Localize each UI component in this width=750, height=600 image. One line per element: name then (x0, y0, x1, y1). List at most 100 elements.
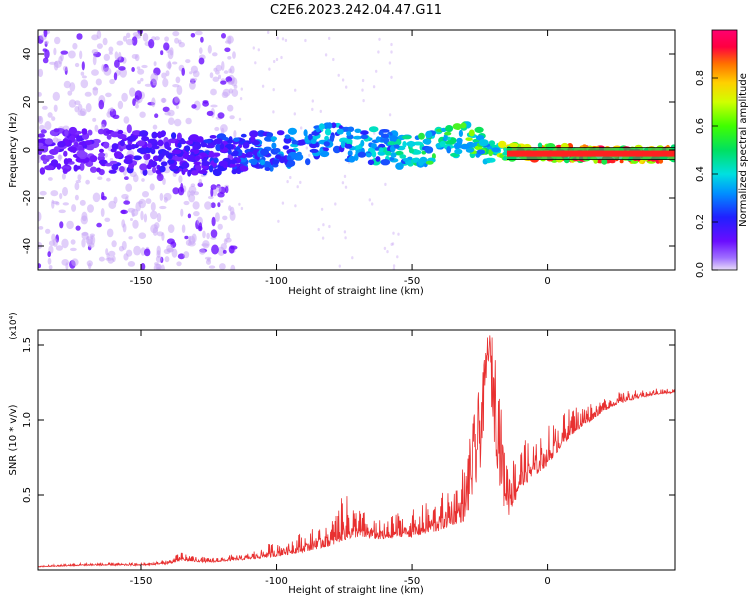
spectrogram-y-label: Frequency (Hz) (8, 112, 19, 188)
spectro-ridge-blob (96, 167, 101, 173)
spectro-noise-blob (150, 210, 158, 220)
spectro-noise-blob (178, 175, 183, 184)
spectro-noise-blob (102, 37, 108, 46)
spectro-noise-blob (55, 245, 64, 251)
snr-y-label: SNR (10 * v/v) (8, 404, 19, 475)
spectro-ridge-blob (166, 146, 172, 151)
spectro-noise-blob (154, 36, 160, 41)
spectro-ridge-blob (97, 128, 105, 135)
spectro-ridge-blob (119, 139, 125, 147)
spectro-noise-blob (176, 85, 183, 96)
spectro-noise-blob (338, 264, 341, 268)
spectro-noise-blob (62, 186, 68, 197)
spectro-noise-blob (294, 88, 297, 92)
spectro-noise-blob (141, 178, 145, 182)
spectro-ridge-blob (106, 134, 112, 140)
spectro-noise-blob (322, 223, 325, 227)
spectro-noise-blob (190, 33, 196, 38)
spectro-noise-blob (200, 36, 204, 43)
spectro-ridge-blob (232, 150, 239, 156)
spectro-noise-blob (62, 202, 69, 206)
spectro-noise-blob (210, 104, 218, 108)
spectro-noise-blob (390, 75, 393, 79)
spectro-noise-blob (121, 219, 126, 228)
colorbar-tick-label: 0.2 (695, 214, 706, 230)
spectro-ridge-blob (147, 138, 158, 144)
spectro-ridge-blob (197, 136, 204, 143)
spectro-noise-blob (77, 110, 86, 116)
spectro-ridge-blob (98, 159, 108, 165)
spectro-noise-blob (97, 176, 103, 180)
spectro-noise-blob (257, 48, 260, 52)
spectro-noise-blob (80, 71, 85, 76)
y-tick-label: 40 (22, 48, 33, 61)
spectro-noise-blob (202, 240, 210, 249)
spectro-ridge-blob (141, 136, 150, 142)
spectro-noise-blob (118, 51, 122, 61)
spectro-ridge-blob (44, 138, 54, 145)
spectro-noise-blob (175, 105, 179, 109)
spectro-noise-blob (131, 36, 138, 46)
spectro-noise-blob (130, 218, 133, 221)
spectro-ridge-blob (74, 141, 79, 148)
spectro-noise-blob (142, 191, 149, 198)
spectro-ridge-blob (103, 141, 110, 149)
snr-x-label: Height of straight line (km) (288, 585, 424, 596)
colorbar-gradient (711, 29, 738, 271)
spectro-ridge-blob (99, 148, 104, 153)
spectro-noise-blob (126, 249, 133, 257)
spectro-noise-blob (91, 69, 99, 76)
spectro-noise-blob (206, 232, 210, 240)
spectro-noise-blob (341, 181, 345, 185)
spectro-noise-blob (160, 50, 164, 56)
spectro-noise-blob (193, 211, 200, 217)
spectro-ridge-blob (408, 140, 414, 148)
spectro-ridge-blob (619, 159, 624, 164)
spectro-ridge-blob (171, 149, 182, 155)
y-tick-label: -20 (22, 190, 33, 206)
spectro-noise-blob (383, 246, 387, 250)
spectro-noise-blob (223, 238, 228, 245)
spectro-ridge-blob (110, 131, 120, 138)
spectro-noise-blob (85, 179, 90, 185)
spectro-noise-blob (368, 198, 371, 202)
spectro-noise-blob (294, 204, 297, 208)
spectro-noise-blob (224, 186, 229, 194)
spectro-noise-blob (177, 253, 185, 260)
spectro-noise-blob (163, 42, 170, 51)
spectro-ridge-blob (318, 123, 325, 130)
spectro-noise-blob (51, 199, 55, 209)
spectro-noise-blob (272, 88, 275, 92)
figure-title: C2E6.2023.242.04.47.G11 (270, 3, 442, 18)
spectro-ridge-blob (346, 131, 352, 136)
spectro-ridge-blob (425, 160, 434, 165)
spectro-noise-blob (230, 264, 236, 270)
spectro-ridge-blob (229, 159, 238, 165)
spectro-noise-blob (98, 256, 105, 262)
spectro-ridge-blob (242, 141, 249, 149)
spectro-noise-blob (43, 30, 48, 38)
spectro-ridge-blob (508, 142, 519, 148)
spectrogram-y-ticks: -40 -20 0 20 40 (22, 48, 675, 254)
spectro-noise-blob (113, 72, 118, 81)
spectro-noise-blob (59, 221, 64, 229)
spectro-ridge-blob (408, 148, 415, 154)
snr-y-ticks: 0.5 1.0 1.5 (22, 337, 675, 503)
spectro-ridge-blob (287, 159, 296, 167)
spectro-noise-blob (199, 248, 206, 255)
spectro-noise-blob (284, 38, 288, 43)
spectro-noise-blob (344, 185, 348, 189)
spectro-ridge-blob (167, 153, 173, 160)
spectro-ridge-blob (457, 140, 463, 145)
snr-y-multiplier: (x10⁴) (9, 312, 19, 339)
spectro-ridge-blob (249, 130, 259, 138)
spectro-noise-blob (210, 229, 218, 238)
spectro-noise-blob (44, 40, 49, 45)
spectro-noise-blob (127, 207, 136, 213)
spectro-noise-blob (58, 154, 62, 162)
spectro-noise-blob (194, 30, 203, 36)
spectro-ridge-blob (412, 149, 422, 155)
colorbar-tick-label: 0.4 (695, 166, 706, 182)
spectro-noise-blob (328, 36, 331, 41)
spectro-noise-blob (375, 69, 378, 73)
